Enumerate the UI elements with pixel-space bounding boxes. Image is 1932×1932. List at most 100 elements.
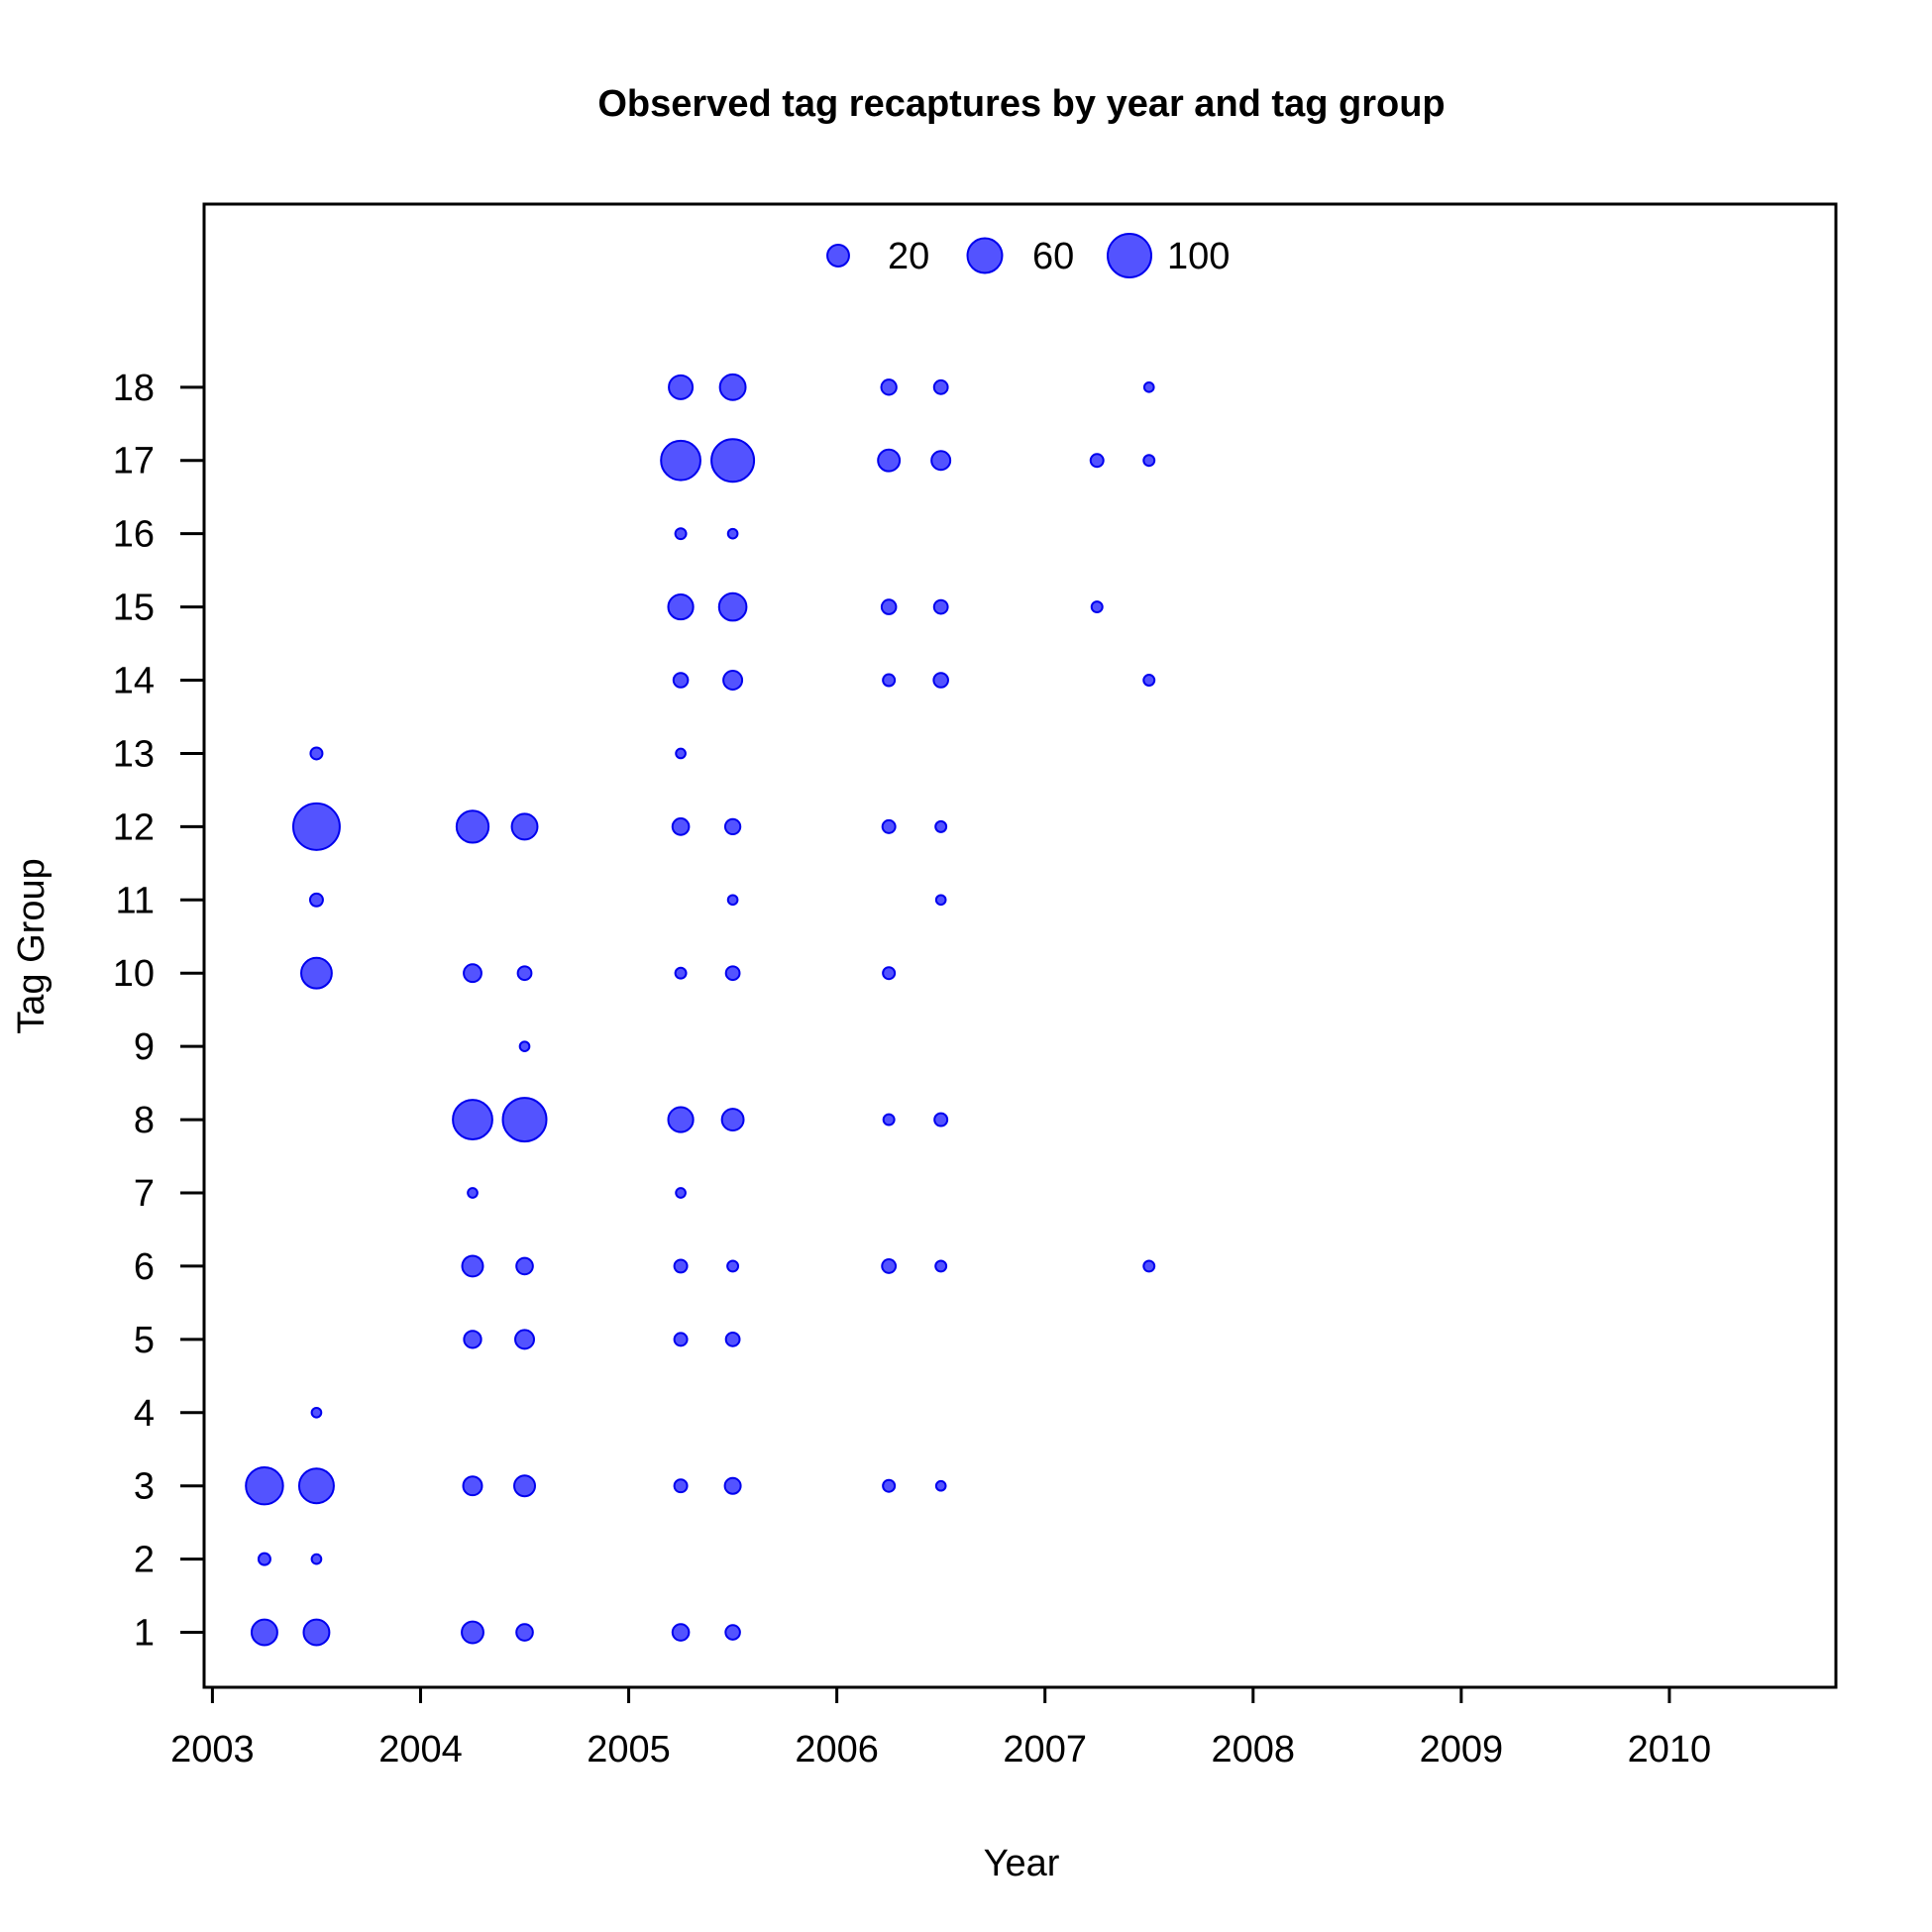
data-point xyxy=(674,527,688,541)
data-point xyxy=(302,1618,331,1647)
data-points xyxy=(245,373,1156,1647)
data-point xyxy=(674,966,688,980)
data-point xyxy=(291,802,341,851)
y-tick-label: 8 xyxy=(134,1100,155,1141)
data-point xyxy=(726,1259,740,1273)
data-point xyxy=(455,809,490,844)
data-point xyxy=(724,1624,741,1641)
data-point xyxy=(514,1329,536,1350)
y-tick-label: 9 xyxy=(134,1026,155,1068)
y-tick-label: 1 xyxy=(134,1613,155,1655)
legend-label: 60 xyxy=(1032,236,1074,277)
data-point xyxy=(309,746,324,761)
data-point xyxy=(300,956,333,990)
data-point xyxy=(882,1113,896,1127)
y-tick-label: 3 xyxy=(134,1466,155,1508)
y-tick-label: 10 xyxy=(113,953,155,995)
data-point xyxy=(1142,380,1155,393)
data-point xyxy=(726,894,739,907)
data-point xyxy=(934,1259,948,1273)
x-axis-label: Year xyxy=(984,1843,1060,1884)
data-point xyxy=(882,1478,897,1493)
data-point xyxy=(518,1040,531,1052)
data-point xyxy=(1089,453,1105,469)
data-point xyxy=(722,670,744,692)
y-tick-label: 4 xyxy=(134,1393,155,1435)
data-point xyxy=(671,1623,691,1642)
data-point xyxy=(297,1467,335,1505)
data-point xyxy=(257,1552,271,1566)
data-point xyxy=(1142,1259,1156,1273)
data-point xyxy=(934,894,947,907)
data-point xyxy=(667,593,695,621)
data-point xyxy=(882,673,897,688)
data-point xyxy=(933,1112,949,1127)
data-point xyxy=(934,1479,947,1492)
data-point xyxy=(461,1254,484,1278)
data-point xyxy=(717,591,748,622)
data-point xyxy=(932,378,949,395)
data-point xyxy=(724,965,741,982)
data-point xyxy=(720,1108,745,1132)
data-point xyxy=(718,373,747,401)
data-point xyxy=(882,966,897,981)
y-tick-label: 16 xyxy=(113,514,155,556)
data-point xyxy=(881,818,897,834)
data-point xyxy=(726,527,739,540)
data-point xyxy=(501,1097,548,1143)
chart-title: Observed tag recaptures by year and tag … xyxy=(597,83,1445,125)
data-point xyxy=(310,1553,323,1565)
plot-frame xyxy=(202,202,1838,1689)
data-point xyxy=(452,1099,493,1140)
x-tick-label: 2005 xyxy=(587,1729,671,1771)
data-point xyxy=(245,1465,284,1506)
x-axis: 2003 2004 2005 2006 2007 2008 2009 2010 xyxy=(170,1685,1711,1771)
x-tick-label: 2007 xyxy=(1003,1729,1087,1771)
x-tick-label: 2004 xyxy=(378,1729,463,1771)
y-tick-label: 2 xyxy=(134,1540,155,1581)
data-point xyxy=(880,378,898,396)
x-tick-label: 2003 xyxy=(170,1729,255,1771)
y-tick-label: 18 xyxy=(113,368,155,409)
data-point xyxy=(710,438,756,483)
data-point xyxy=(250,1618,278,1647)
y-tick-label: 12 xyxy=(113,806,155,848)
legend-label: 100 xyxy=(1167,236,1230,277)
data-point xyxy=(462,1475,483,1497)
y-tick-label: 17 xyxy=(113,441,155,483)
x-tick-label: 2008 xyxy=(1212,1729,1296,1771)
data-point xyxy=(308,892,324,908)
data-point xyxy=(723,1476,742,1495)
y-axis-label: Tag Group xyxy=(11,858,53,1033)
x-tick-label: 2009 xyxy=(1420,1729,1504,1771)
data-point xyxy=(467,1187,479,1199)
legend-bubble xyxy=(1107,233,1152,278)
data-point xyxy=(877,448,902,473)
y-tick-label: 14 xyxy=(113,661,155,702)
data-point xyxy=(463,1330,483,1349)
y-tick-label: 11 xyxy=(116,880,155,921)
data-point xyxy=(672,672,690,689)
data-point xyxy=(934,819,948,833)
data-point xyxy=(673,1478,689,1494)
data-point xyxy=(932,672,949,689)
data-point xyxy=(1090,600,1104,614)
x-tick-label: 2006 xyxy=(795,1729,879,1771)
data-point xyxy=(516,965,533,982)
data-point xyxy=(1142,454,1156,468)
legend-bubble xyxy=(826,244,850,268)
y-tick-label: 5 xyxy=(134,1320,155,1361)
data-point xyxy=(930,450,952,472)
data-point xyxy=(310,1406,323,1419)
data-point xyxy=(723,817,742,836)
data-point xyxy=(510,812,539,841)
data-point xyxy=(1142,674,1156,687)
data-point xyxy=(675,747,687,760)
data-point xyxy=(515,1623,534,1642)
data-point xyxy=(668,374,695,400)
data-point xyxy=(660,439,701,482)
data-point xyxy=(881,1258,898,1274)
data-point xyxy=(671,817,691,836)
